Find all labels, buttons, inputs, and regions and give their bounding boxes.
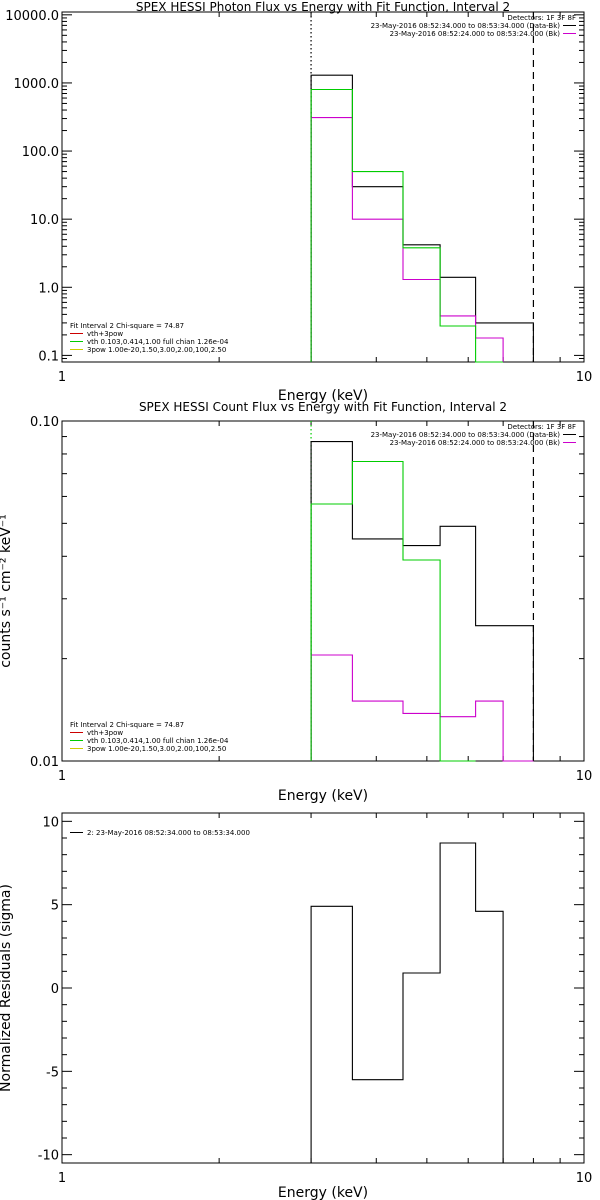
series-line-1 <box>310 441 534 761</box>
legend-entry: vth 0.103,0.414,1.00 full chian 1.26e-04 <box>87 338 229 346</box>
chart-title: SPEX HESSI Photon Flux vs Energy with Fi… <box>136 0 510 14</box>
series-line-1 <box>310 74 534 362</box>
y-tick-label: 0.01 <box>30 755 59 770</box>
y-tick-label: 0.1 <box>38 349 59 364</box>
y-tick-label: -5 <box>46 1065 59 1080</box>
legend-header: Fit Interval 2 Chi-square = 74.87 <box>70 721 184 729</box>
legend-entry: 23-May-2016 08:52:34.000 to 08:53:34.000… <box>371 431 561 439</box>
chart-panel-2: SPEX HESSI Count Flux vs Energy with Fit… <box>0 400 592 804</box>
x-axis-label: Energy (keV) <box>278 1185 368 1200</box>
legend-entry: vth 0.103,0.414,1.00 full chian 1.26e-04 <box>87 737 229 745</box>
series-line-3 <box>310 460 476 762</box>
legend-entry: 3pow 1.00e-20,1.50,3.00,2.00,100,2.50 <box>87 346 226 354</box>
legend-entry: 3pow 1.00e-20,1.50,3.00,2.00,100,2.50 <box>87 745 226 753</box>
x-tick-label: 1 <box>58 769 66 784</box>
legend-header: Fit Interval 2 Chi-square = 74.87 <box>70 322 184 330</box>
y-tick-label: 1.0 <box>38 281 59 296</box>
legend-entry: vth+3pow <box>87 330 123 338</box>
series-line-2 <box>310 654 534 762</box>
series-line-2 <box>310 117 504 362</box>
y-tick-label: -10 <box>38 1149 59 1164</box>
legend-entry: 2: 23-May-2016 08:52:34.000 to 08:53:34.… <box>87 829 250 837</box>
x-tick-label: 10 <box>576 769 593 784</box>
y-axis-label: Normalized Residuals (sigma) <box>0 884 14 1092</box>
legend-entry: 23-May-2016 08:52:24.000 to 08:53:24.000… <box>390 439 561 447</box>
x-tick-label: 10 <box>576 1171 593 1186</box>
series-line-3 <box>310 88 504 363</box>
chart-panel-3: 1 10 Energy (keV) -10 -5 0 5 10 Normalized Resid… <box>0 812 593 1200</box>
x-axis-label: Energy (keV) <box>278 788 368 804</box>
legend-header: Detectors: 1F 3F 8F <box>507 14 576 22</box>
legend-entry: 23-May-2016 08:52:24.000 to 08:53:24.000… <box>390 30 561 38</box>
x-axis-label: Energy (keV) <box>278 388 368 404</box>
x-tick-label: 1 <box>58 370 66 385</box>
plot-frame <box>61 11 585 363</box>
y-tick-label: 0 <box>51 982 59 997</box>
y-tick-label: 100.0 <box>22 145 59 160</box>
legend-header: Detectors: 1F 3F 8F <box>507 423 576 431</box>
x-tick-label: 10 <box>576 370 593 385</box>
y-tick-label: 10.0 <box>30 213 59 228</box>
series-line-1 <box>310 842 504 1163</box>
y-tick-label: 10 <box>42 815 59 830</box>
plot-frame <box>61 420 585 762</box>
legend-entry: 23-May-2016 08:52:34.000 to 08:53:34.000… <box>371 22 561 30</box>
legend-entry: vth+3pow <box>87 729 123 737</box>
x-tick-label: 1 <box>58 1171 66 1186</box>
plot-frame <box>61 812 585 1164</box>
y-tick-label: 10000.0 <box>5 9 59 24</box>
y-tick-label: 0.10 <box>30 415 59 430</box>
chart-panel-1: SPEX HESSI Photon Flux vs Energy with Fi… <box>5 0 592 404</box>
chart-title: SPEX HESSI Count Flux vs Energy with Fit… <box>139 400 507 414</box>
y-tick-label: 5 <box>51 899 59 914</box>
y-axis-label: counts s⁻¹ cm⁻² keV⁻¹ <box>0 514 14 668</box>
y-tick-label: 1000.0 <box>14 77 60 92</box>
